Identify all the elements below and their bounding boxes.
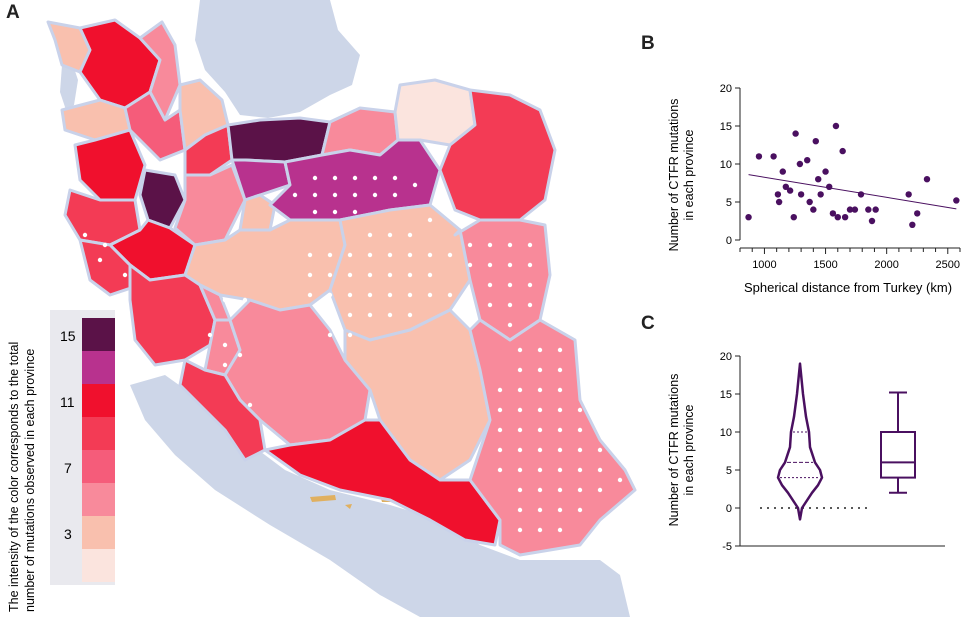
violin-y-tick-label: 15 [720,389,732,401]
scatter-point [914,210,921,217]
scatter-xlabel: Spherical distance from Turkey (km) [744,280,952,295]
scatter-point [786,187,794,194]
legend-swatch-7 [82,450,115,483]
scatter-point [839,147,846,155]
legend-caption-line-1: The intensity of the color corresponds t… [7,342,21,612]
scatter-x-tick-label: 2500 [936,259,960,271]
scatter-point [834,214,841,221]
violin-y-tick-label: 0 [726,503,732,515]
scatter-point [774,191,782,198]
scatter-point [829,210,837,217]
scatter-point [745,214,752,221]
legend-tick-15: 15 [60,328,76,344]
province-razavi-khorasan [438,88,557,222]
scatter-y-tick-label: 5 [726,197,732,209]
province-kerman [343,308,492,482]
panel-label-c: C [641,313,655,334]
scatter-point [905,191,912,198]
iran-province-map: 15 11 7 3 The intensity of the color cor… [7,0,637,617]
scatter-point [868,217,876,225]
scatter-x-tick-label: 1000 [752,259,776,271]
scatter-point [865,206,872,213]
scatter-point [846,206,854,213]
legend-caption-line-2: number of mutations observed in each pro… [23,349,37,612]
legend-tick-7: 7 [64,460,72,476]
scatter-point [815,176,822,183]
scatter-point [770,153,777,160]
scatter-point [851,206,859,213]
scatter-point [779,168,786,175]
persian-gulf [130,375,630,617]
violin-ylabel-line-1: Number of CTFR mutations [667,374,681,527]
province-ardabil [138,20,182,122]
box-iqr [880,431,916,479]
scatter-point [810,206,817,213]
scatter-point [755,153,763,160]
scatter-y-tick-label: 10 [720,159,732,171]
color-legend: 15 11 7 3 The intensity of the color cor… [7,310,115,612]
violin-box-chart: Number of CTFR mutations in each provinc… [667,351,945,553]
violin-ylabel-line-2: in each province [682,404,696,495]
scatter-trend-line [748,174,957,210]
scatter-point [832,122,840,130]
scatter-x-tick-label: 1500 [813,259,837,271]
scatter-point [872,206,879,213]
scatter-point [804,157,811,164]
legend-swatch-15 [82,318,115,351]
violin-y-tick-label: 10 [720,427,732,439]
panel-label-b: B [641,33,655,54]
dot-pattern [82,175,623,533]
violin-axes: -5 0 5 10 15 20 [720,351,945,553]
scatter-axes: 0 5 10 15 20 1000 1500 2000 2500 [720,83,961,271]
dots-sistan-baluchestan [497,347,623,533]
scatter-point [782,183,790,190]
scatter-y-tick-label: 15 [720,121,732,133]
scatter-point [806,198,813,206]
scatter-point [822,168,829,175]
scatter-point [796,160,804,168]
province-kurdistan [73,128,147,202]
scatter-y-tick-label: 20 [720,83,732,95]
panel-label-a: A [6,2,20,23]
scatter-ylabel-line-2: in each province [682,129,696,220]
violin-y-tick-label: 5 [726,465,732,477]
scatter-point [792,130,799,137]
legend-swatch-5 [82,483,115,516]
scatter-point [857,191,865,198]
scatter-point [790,214,797,221]
scatter-y-tick-label: 0 [726,235,732,247]
lake-urmia [60,62,78,110]
dots-isfahan-yazd [222,217,453,338]
violin-marks [760,362,916,521]
violin-y-tick-label: 20 [720,351,732,363]
scatter-point [841,214,849,221]
legend-swatch-1 [82,549,115,582]
scatter-ylabel-line-1: Number of CTFR mutations [667,99,681,252]
scatter-chart: Number of CTFR mutations in each provinc… [667,83,961,295]
legend-tick-3: 3 [64,526,72,542]
legend-swatch-13 [82,351,115,384]
scatter-x-tick-label: 2000 [874,259,898,271]
scatter-point [797,191,805,198]
dots-west [82,232,273,443]
legend-swatch-3 [82,516,115,549]
scatter-point [923,176,931,183]
violin-shape [776,362,824,521]
scatter-point [909,221,916,228]
scatter-point [775,198,783,206]
legend-swatch-9 [82,417,115,450]
dots-semnan [292,175,418,215]
scatter-point [817,191,824,198]
scatter-points [745,122,960,228]
violin-y-tick-label: -5 [722,541,732,553]
dots-south-khorasan [467,242,533,328]
legend-swatch-11 [82,384,115,417]
scatter-point [812,138,819,145]
scatter-point [826,183,833,190]
legend-tick-11: 11 [60,394,75,410]
province-sistan-baluchestan [468,318,637,557]
caspian-sea [195,0,360,118]
scatter-point [953,197,960,204]
province-qom [238,193,277,232]
